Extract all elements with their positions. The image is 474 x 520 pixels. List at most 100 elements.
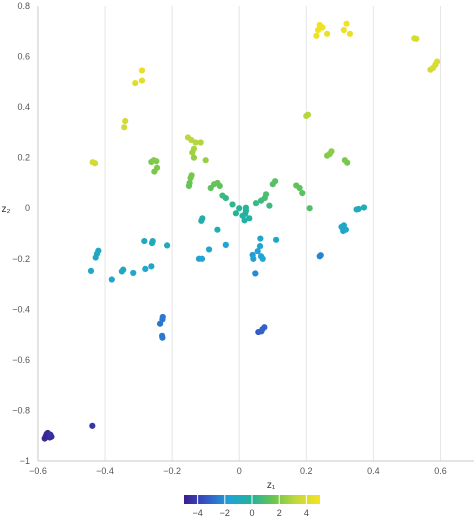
data-point [89,422,96,429]
data-point [159,334,166,341]
x-tick-label: −0.2 [163,466,181,476]
data-point [190,154,198,161]
data-point [164,242,171,249]
grid [104,6,441,461]
data-point [142,265,149,272]
data-point [296,184,303,192]
colorbar: −4 −2 0 2 4 [184,495,320,518]
y-tick-label: 0 [25,203,30,213]
data-point [250,255,257,262]
data-point [256,243,264,250]
data-point [262,191,270,198]
data-point [236,205,243,212]
data-point [273,236,280,243]
x-tick-label: 0.2 [300,466,313,476]
data-point [141,237,148,245]
data-point [246,215,253,222]
data-point [346,30,354,37]
y-tick-label: 0.8 [17,1,30,11]
data-point [434,58,441,65]
data-point [216,182,223,190]
y-tick-label: −0.2 [12,254,30,264]
y-tick-label: −1 [20,456,30,466]
data-point [303,112,310,120]
data-point [319,24,326,31]
x-tick-label: −0.6 [29,466,47,476]
y-tick-label: 0.4 [17,102,30,112]
data-point [254,248,261,255]
data-point [360,204,368,211]
y-tick-label: −0.6 [12,355,30,365]
data-point [344,159,351,166]
x-tick-label: 0.4 [367,466,380,476]
data-point [313,32,320,39]
data-point [47,431,54,438]
data-point [120,266,127,273]
data-point [138,67,146,74]
y-tick-label: 0.2 [17,153,30,163]
data-point [413,35,420,42]
data-point [159,313,166,321]
data-point [138,77,146,84]
data-point [229,201,236,208]
data-point [222,241,229,248]
x-tick-labels: −0.6 −0.4 −0.2 0 0.2 0.4 0.6 [29,466,447,476]
data-point [132,79,139,87]
data-point [149,237,156,245]
data-points [41,20,441,442]
data-point [355,205,362,213]
x-tick-label: 0.6 [434,466,447,476]
data-point [198,255,206,262]
data-point [232,210,239,217]
data-point [338,223,345,231]
data-point [317,252,324,259]
data-point [328,148,335,155]
data-point [266,202,273,209]
colorbar-tick-label: 2 [277,508,282,518]
data-point [241,217,248,224]
y-tick-label: 0.6 [17,52,30,62]
x-tick-label: −0.4 [96,466,114,476]
y-tick-labels: 0.8 0.6 0.4 0.2 0 −0.2 −0.4 −0.6 −0.8 −1 [12,1,30,466]
data-point [130,269,137,277]
x-tick-label: 0 [237,466,242,476]
data-point [153,158,160,165]
data-point [272,178,279,185]
data-point [41,435,48,442]
data-point [89,159,96,166]
data-point [259,255,266,262]
colorbar-ticks: −4 −2 0 2 4 [192,495,309,518]
data-point [122,117,129,125]
data-point [148,263,155,270]
data-point [340,26,347,34]
data-point [121,124,128,131]
x-axis-title: z₁ [267,480,276,491]
data-point [197,139,204,146]
data-point [205,246,213,253]
data-point [95,247,102,254]
colorbar-tick-label: 0 [249,508,254,518]
data-point [192,139,199,146]
y-axis-title: z₂ [2,204,11,215]
data-point [198,217,205,224]
y-tick-label: −0.4 [12,304,30,314]
y-tick-label: −0.8 [12,405,30,415]
data-point [214,226,221,233]
colorbar-tick-label: −4 [192,508,202,518]
colorbar-tick-label: −2 [220,508,230,518]
colorbar-tick-label: 4 [304,508,309,518]
data-point [202,157,209,164]
data-point [252,200,260,207]
data-point [259,326,266,333]
data-point [252,270,259,277]
data-point [87,267,95,275]
data-point [324,30,331,37]
data-point [153,164,161,171]
data-point [306,205,313,212]
data-point [188,172,195,179]
data-point [242,204,250,211]
data-point [343,20,350,27]
data-point [186,179,193,187]
data-point [257,235,264,242]
